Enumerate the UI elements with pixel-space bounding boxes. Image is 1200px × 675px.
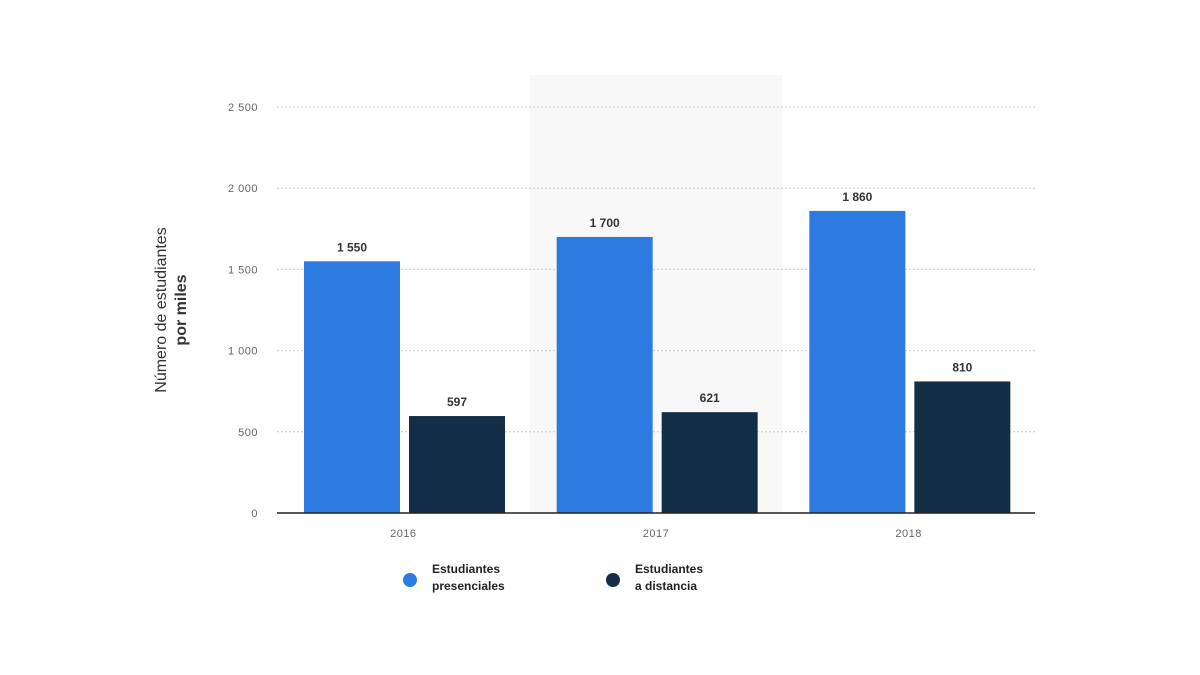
y-tick-label: 1 000 <box>228 346 258 358</box>
y-tick-label: 0 <box>251 508 258 520</box>
data-label: 621 <box>700 391 720 405</box>
y-tick-label: 2 500 <box>228 102 258 114</box>
legend-marker-icon <box>606 573 620 587</box>
bar-2016-series-0 <box>304 261 400 513</box>
y-tick-label: 500 <box>238 427 258 439</box>
data-label: 1 860 <box>842 190 872 204</box>
x-tick-label: 2018 <box>895 528 921 540</box>
legend-marker-icon <box>403 573 417 587</box>
y-tick-label: 2 000 <box>228 183 258 195</box>
y-axis-title-line: Número de estudiantes <box>153 227 170 392</box>
bar-2016-series-1 <box>409 416 505 513</box>
x-tick-label: 2017 <box>643 528 669 540</box>
bar-2018-series-1 <box>914 381 1011 513</box>
y-tick-label: 1 500 <box>228 264 258 276</box>
data-label: 810 <box>952 360 972 374</box>
x-tick-label: 2016 <box>390 528 416 540</box>
bar-2017-series-1 <box>661 412 758 513</box>
legend-label: Estudiantes <box>635 562 703 576</box>
y-axis-title-line: por miles <box>173 274 190 345</box>
data-label: 1 700 <box>590 216 620 230</box>
bar-2018-series-0 <box>809 210 906 513</box>
legend-label: presenciales <box>432 579 505 593</box>
bar-2017-series-0 <box>556 236 653 514</box>
legend-label: Estudiantes <box>432 562 500 576</box>
legend-label: a distancia <box>635 579 697 593</box>
y-axis-title: Número de estudiantes por miles <box>153 227 190 392</box>
data-label: 597 <box>447 395 467 409</box>
data-label: 1 550 <box>337 240 367 254</box>
